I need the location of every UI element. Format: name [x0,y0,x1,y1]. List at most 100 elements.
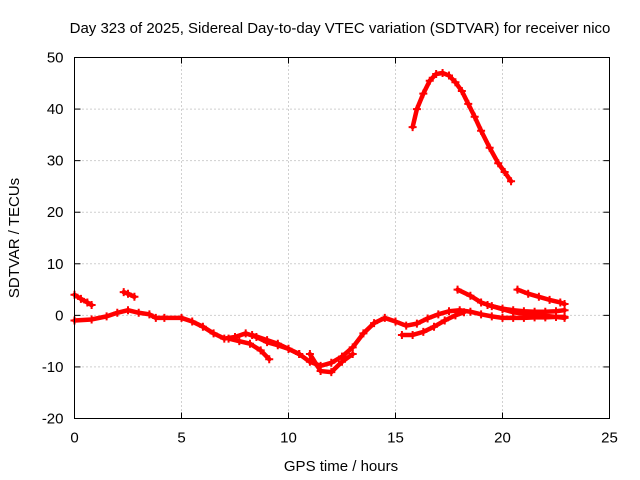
data-series-track-10 [483,301,569,316]
grid [74,57,610,419]
data-point [470,112,479,121]
data-point [151,313,160,322]
x-axis-label: GPS time / hours [284,458,398,475]
data-point [130,292,139,301]
data-points [70,68,569,377]
data-point [477,126,486,135]
data-point [457,87,466,96]
data-point [466,291,475,300]
data-series-track-4 [224,334,274,364]
data-point [224,334,233,343]
data-point [453,285,462,294]
plot-frame [74,57,610,419]
data-point [76,294,85,303]
series-trace [410,70,514,184]
data-point [498,304,507,313]
y-tick-label: 20 [47,204,64,221]
y-tick-label: 30 [47,153,64,170]
data-point [560,313,569,322]
data-point [459,308,468,317]
series-trace [72,307,567,369]
data-series-track-7 [397,308,468,339]
data-point [273,339,282,348]
data-point [348,350,357,359]
data-point [519,307,528,316]
data-point [507,177,516,186]
data-point [408,330,417,339]
data-point [451,78,460,87]
chart-title: Day 323 of 2025, Sidereal Day-to-day VTE… [70,20,611,37]
data-point [102,312,111,321]
data-series-track-3 [70,306,569,370]
data-point [370,319,379,328]
data-point [530,307,539,316]
data-series-track-11 [513,285,569,309]
x-tick-label: 25 [601,430,618,447]
data-point [494,159,503,168]
data-point [500,167,509,176]
data-point [177,313,186,322]
x-tick-label: 10 [280,430,297,447]
data-point [451,311,460,320]
data-point [256,346,265,355]
data-point [434,310,443,319]
data-point [524,289,533,298]
data-point [464,99,473,108]
x-tick-label: 20 [494,430,511,447]
y-tick-label: 50 [47,50,64,67]
data-point [295,350,304,359]
data-point [124,289,132,298]
data-point [316,367,325,376]
y-axis-label: SDTVAR / TECUs [6,178,23,298]
data-point [445,71,453,80]
data-point [412,105,421,114]
axis-ticks: 0 5 10 15 20 25 -20 -10 0 10 20 30 40 50 [42,50,618,447]
data-point [327,358,336,367]
x-tick-label: 5 [177,430,185,447]
data-series-track-5 [248,330,304,359]
data-point [485,143,494,152]
data-point [430,322,439,331]
data-point [509,306,518,315]
data-point [284,344,293,353]
data-point [438,68,447,77]
data-point [513,285,522,294]
data-point [545,295,554,304]
data-point [560,300,569,309]
data-series-track-8 [408,68,516,186]
y-tick-label: 10 [47,256,64,273]
y-tick-label: -20 [42,411,64,428]
data-point [134,308,143,317]
data-point [83,298,92,307]
data-point [432,70,441,79]
data-point [477,310,486,319]
data-point [419,327,428,336]
data-point [265,355,274,364]
data-point [425,76,434,85]
data-point [87,301,96,310]
data-series-track-2 [119,288,139,301]
data-point [423,314,432,323]
data-point [552,307,560,316]
y-tick-label: 0 [55,307,63,324]
data-point [113,308,122,317]
data-point [263,336,272,345]
data-point [498,313,507,322]
data-point [338,357,346,366]
data-point [188,317,197,326]
data-point [556,298,565,307]
data-point [487,312,496,321]
data-point [419,89,428,98]
x-tick-label: 0 [70,430,78,447]
data-point [483,301,492,310]
data-point [380,313,389,322]
data-point [305,350,314,359]
data-point [209,329,218,338]
data-point [477,298,486,307]
data-point [235,337,244,346]
data-point [445,307,453,316]
data-point [119,288,128,297]
x-tick-label: 15 [387,430,404,447]
data-point [534,292,543,301]
data-point [245,339,254,348]
